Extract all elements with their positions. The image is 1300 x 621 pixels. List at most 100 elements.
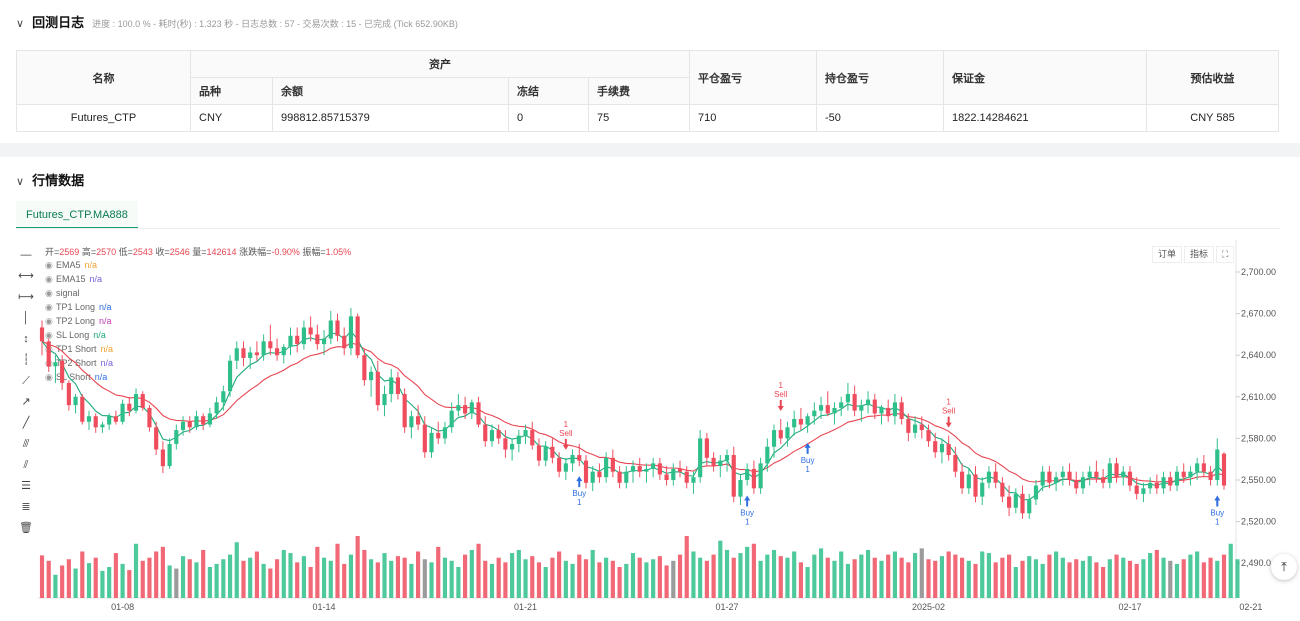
legend-item[interactable]: ◉ EMA5 n/a xyxy=(45,258,113,272)
candlestick-chart[interactable]: 2,700.00 2,670.00 2,640.00 2,610.00 2,580.00… xyxy=(0,232,1300,621)
volume-bar xyxy=(436,546,441,598)
horizontal-ray-icon[interactable]: ⟷ xyxy=(18,270,34,282)
candle-body xyxy=(429,432,434,453)
horizontal-segment-icon[interactable]: ⟼ xyxy=(18,291,34,303)
candle-body xyxy=(201,416,206,425)
vertical-ray-icon[interactable]: ↕ xyxy=(23,333,29,345)
eye-icon[interactable]: ◉ xyxy=(45,274,53,284)
volume-bar xyxy=(1020,560,1025,598)
orders-button[interactable]: 订单 xyxy=(1152,246,1183,263)
volume-bar xyxy=(597,562,602,598)
high-label: 高= xyxy=(81,247,97,257)
volume-bar xyxy=(798,562,803,598)
candle-body xyxy=(624,471,629,483)
candle-body xyxy=(597,471,602,478)
market-data-header[interactable]: ∨ 行情数据 xyxy=(16,170,84,189)
chevron-down-icon[interactable]: ∨ xyxy=(16,176,25,188)
candle-body xyxy=(120,403,125,422)
candle-body xyxy=(530,430,535,446)
volume-bar xyxy=(315,546,320,598)
horizontal-line-icon[interactable]: — xyxy=(20,249,32,261)
close-label: 收= xyxy=(155,247,170,257)
volume-bar xyxy=(321,557,327,598)
candle-body xyxy=(80,396,85,422)
volume-bar xyxy=(201,549,206,598)
candle-body xyxy=(557,457,562,472)
volume-bar xyxy=(73,568,78,598)
candle-body xyxy=(39,327,45,342)
chart-buttons: 订单 指标 ⛶ xyxy=(1152,246,1235,263)
parallel-lines-icon[interactable]: ⫽ xyxy=(23,459,29,471)
volume-bar xyxy=(610,560,615,598)
eye-icon[interactable]: ◉ xyxy=(45,302,53,312)
cell-est-profit: CNY 585 xyxy=(1146,104,1279,132)
price-channel-icon[interactable]: ⫻ xyxy=(22,438,30,450)
volume-bar xyxy=(1121,557,1126,598)
y-tick-label: 2,490.0 xyxy=(1241,558,1271,568)
volume-bar xyxy=(1007,554,1012,598)
legend-item[interactable]: ◉ EMA15 n/a xyxy=(45,272,113,286)
backtest-log-header[interactable]: ∨ 回测日志 进度 : 100.0 % - 耗时(秒) : 1.323 秒 - … xyxy=(16,12,458,31)
candle-body xyxy=(1127,471,1133,486)
y-tick-label: 2,610.00 xyxy=(1241,392,1276,402)
volume-bar xyxy=(1127,560,1133,598)
fib-levels-icon[interactable]: ≣ xyxy=(21,501,31,513)
candle-body xyxy=(100,424,105,428)
vertical-segment-icon[interactable]: ┆ xyxy=(22,354,30,366)
volume-bar xyxy=(557,551,562,598)
candle-body xyxy=(1161,477,1166,489)
ray-line-icon[interactable]: ↗ xyxy=(21,396,31,408)
candle-body xyxy=(355,316,360,356)
trash-icon[interactable]: 🗑 xyxy=(19,522,33,534)
candle-body xyxy=(281,346,286,356)
volume-bar xyxy=(637,557,642,598)
ohlc-readout: 开=2569 高=2570 低=2543 收=2546 量=142614 涨跌幅… xyxy=(45,245,351,258)
legend-value: n/a xyxy=(100,344,114,354)
buy-label: Buy xyxy=(801,456,815,465)
trend-line-icon[interactable]: ⟋ xyxy=(22,375,30,387)
volume-bar xyxy=(698,557,703,598)
open-label: 开= xyxy=(45,247,60,257)
x-tick-label: 02-21 xyxy=(1239,602,1262,612)
candle-body xyxy=(456,405,461,411)
volume-bar xyxy=(691,551,696,598)
candle-body xyxy=(1094,471,1099,478)
sell-label: Sell xyxy=(942,407,956,416)
candle-body xyxy=(892,402,898,417)
eye-icon[interactable]: ◉ xyxy=(45,260,53,270)
eye-icon[interactable]: ◉ xyxy=(45,330,53,340)
tab-futures-ctp[interactable]: Futures_CTP.MA888 xyxy=(16,201,138,229)
scroll-to-top-button[interactable]: ⤒ xyxy=(1271,554,1297,580)
volume-bar xyxy=(1080,560,1086,598)
legend-item[interactable]: ◉ signal xyxy=(45,286,113,300)
candle-body xyxy=(577,455,582,461)
eye-icon[interactable]: ◉ xyxy=(45,288,53,298)
legend-item[interactable]: ◉ TP2 Long n/a xyxy=(45,314,113,328)
volume-bar xyxy=(1228,543,1233,598)
volume-bar xyxy=(1107,559,1112,598)
legend-item[interactable]: ◉ SL Long n/a xyxy=(45,328,113,342)
candle-body xyxy=(865,399,871,406)
fullscreen-icon[interactable]: ⛶ xyxy=(1216,246,1235,263)
candle-body xyxy=(1154,482,1159,489)
chevron-down-icon[interactable]: ∨ xyxy=(16,18,25,30)
segment-line-icon[interactable]: ╱ xyxy=(22,417,30,429)
vertical-line-icon[interactable]: │ xyxy=(22,312,30,324)
volume-bar xyxy=(214,563,219,598)
volume-bar xyxy=(295,562,300,598)
legend-item[interactable]: ◉ TP1 Long n/a xyxy=(45,300,113,314)
volume-bar xyxy=(1221,554,1227,598)
eye-icon[interactable]: ◉ xyxy=(45,316,53,326)
fib-icon[interactable]: ☰ xyxy=(21,480,31,492)
candle-body xyxy=(1208,471,1213,480)
sell-count: 1 xyxy=(779,381,784,390)
candle-body xyxy=(1074,480,1079,489)
indicators-button[interactable]: 指标 xyxy=(1184,246,1215,263)
legend-item[interactable]: ◉ SL Short n/a xyxy=(45,370,113,384)
candle-body xyxy=(778,430,783,439)
candle-body xyxy=(167,443,172,467)
volume-bar xyxy=(906,562,911,598)
candle-body xyxy=(295,335,300,345)
eye-icon[interactable]: ◉ xyxy=(45,372,53,382)
candle-body xyxy=(563,463,568,472)
